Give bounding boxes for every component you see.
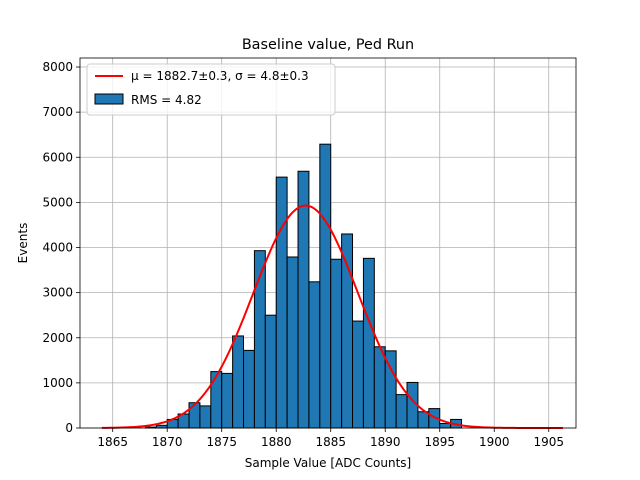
histogram-bar	[188, 402, 201, 429]
histogram-bar	[297, 170, 310, 429]
histogram-bars	[144, 143, 463, 429]
histogram-bar	[243, 349, 255, 429]
x-tick-label: 1900	[479, 435, 510, 449]
x-tick-label: 1870	[152, 435, 183, 449]
histogram-bar	[232, 335, 245, 429]
histogram-bar	[395, 394, 408, 429]
x-tick-label: 1875	[206, 435, 237, 449]
y-tick-label: 6000	[42, 150, 73, 164]
histogram-bar	[319, 143, 332, 429]
histogram-bar	[330, 258, 343, 429]
histogram-bar	[362, 257, 375, 429]
x-tick-label: 1885	[315, 435, 346, 449]
y-tick-label: 4000	[42, 241, 73, 255]
legend: μ = 1882.7±0.3, σ = 4.8±0.3 RMS = 4.82	[86, 63, 336, 116]
chart-title: Baseline value, Ped Run	[242, 37, 414, 53]
histogram-bar	[155, 424, 168, 429]
histogram-bar	[210, 371, 223, 429]
legend-box	[86, 63, 336, 116]
x-axis-label: Sample Value [ADC Counts]	[245, 456, 411, 470]
legend-histogram-label: RMS = 4.82	[131, 93, 202, 107]
y-tick-label: 5000	[42, 195, 73, 209]
y-axis-ticks: 0 1000 2000 3000 4000 5000 6000 7000 8000	[42, 60, 80, 435]
histogram-bar	[199, 405, 212, 429]
y-tick-label: 0	[65, 421, 73, 435]
x-tick-label: 1890	[370, 435, 401, 449]
x-axis-ticks: 1865 1870 1875 1880 1885 1890 1895 1900 1905	[97, 428, 564, 449]
histogram-bar	[221, 372, 234, 429]
y-axis-label: Events	[16, 223, 30, 264]
histogram-bar	[275, 176, 288, 429]
x-tick-label: 1865	[97, 435, 128, 449]
y-tick-label: 1000	[42, 376, 73, 390]
y-tick-label: 7000	[42, 105, 73, 119]
histogram-bar	[286, 256, 299, 429]
gaussian-fit-curve	[101, 204, 563, 429]
plot-frame	[79, 57, 577, 429]
histogram-bar	[308, 281, 321, 429]
y-tick-label: 3000	[42, 286, 73, 300]
x-tick-label: 1895	[424, 435, 455, 449]
legend-histogram-swatch	[94, 93, 124, 105]
y-tick-label: 2000	[42, 331, 73, 345]
y-tick-label: 8000	[42, 60, 73, 74]
histogram-bar	[439, 422, 452, 429]
histogram-bar	[264, 314, 277, 429]
x-tick-label: 1905	[533, 435, 564, 449]
histogram-bar	[373, 346, 386, 429]
legend-fit-label: μ = 1882.7±0.3, σ = 4.8±0.3	[131, 69, 309, 83]
x-tick-label: 1880	[261, 435, 292, 449]
histogram-bar	[352, 320, 364, 429]
